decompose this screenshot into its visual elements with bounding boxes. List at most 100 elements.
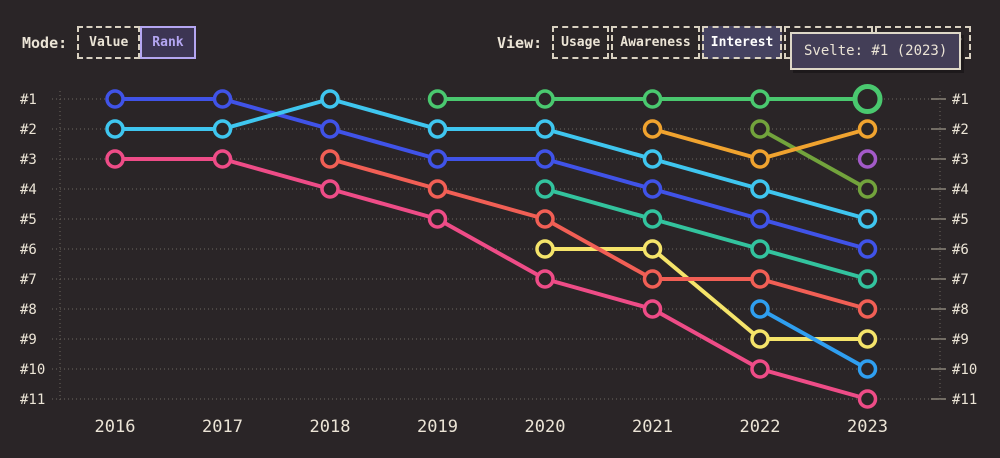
rank-label-right: #11 (952, 392, 977, 408)
rank-label-right: #5 (952, 212, 969, 228)
data-point-blue-2020[interactable] (535, 149, 555, 169)
data-point-cyan-2018[interactable] (320, 89, 340, 109)
series-line-cyan (113, 97, 870, 221)
hover-tooltip: Svelte: #1 (2023) (790, 32, 962, 70)
rank-label-right: #2 (952, 122, 969, 138)
data-point-lightblue-2023[interactable] (857, 359, 878, 379)
data-point-yellow-2021[interactable] (642, 239, 663, 259)
data-point-blue-2019[interactable] (427, 149, 448, 169)
data-point-cyan-2022[interactable] (750, 179, 770, 199)
data-point-purple-2023[interactable] (857, 149, 878, 169)
year-label: 2022 (740, 417, 781, 437)
mode-option-value[interactable]: Value (77, 26, 141, 59)
rank-label-right: #7 (952, 272, 969, 288)
data-point-lightblue-2022[interactable] (750, 299, 770, 319)
data-point-svelte-2019[interactable] (427, 89, 448, 109)
year-label: 2020 (525, 417, 566, 437)
view-option-interest[interactable]: Interest (701, 26, 783, 59)
data-point-salmon-2019[interactable] (427, 179, 448, 199)
data-point-blue-2022[interactable] (750, 209, 770, 229)
year-label: 2023 (847, 417, 888, 437)
data-point-svelte-2021[interactable] (642, 89, 663, 109)
data-point-pink-2021[interactable] (642, 299, 663, 319)
data-point-pink-2020[interactable] (535, 269, 555, 289)
rank-label-left: #5 (20, 212, 37, 228)
mode-buttons: Value Rank (77, 26, 196, 59)
data-point-salmon-2020[interactable] (535, 209, 555, 229)
rank-label-left: #9 (20, 332, 37, 348)
data-point-yellow-2022[interactable] (750, 329, 770, 349)
data-point-teal-2023[interactable] (857, 269, 878, 289)
data-point-salmon-2021[interactable] (642, 269, 663, 289)
data-point-teal-2020[interactable] (535, 179, 555, 199)
data-point-cyan-2016[interactable] (105, 119, 125, 139)
rank-label-left: #4 (20, 182, 37, 198)
rank-label-right: #3 (952, 152, 969, 168)
mode-label: Mode: (22, 33, 68, 52)
data-point-pink-2023[interactable] (857, 389, 878, 409)
data-point-cyan-2023[interactable] (857, 209, 878, 229)
data-point-blue-2016[interactable] (105, 89, 125, 109)
view-label: View: (497, 33, 543, 52)
rank-label-left: #7 (20, 272, 37, 288)
data-point-salmon-2022[interactable] (750, 269, 770, 289)
data-point-olive-2022[interactable] (750, 119, 770, 139)
series-line-salmon (328, 157, 870, 311)
mode-toggle-group: Mode: Value Rank (22, 26, 196, 59)
year-label: 2018 (310, 417, 351, 437)
data-point-teal-2022[interactable] (750, 239, 770, 259)
data-point-blue-2021[interactable] (642, 179, 663, 199)
data-point-olive-2023[interactable] (857, 179, 878, 199)
rank-label-left: #3 (20, 152, 37, 168)
data-point-cyan-2017[interactable] (212, 119, 233, 139)
rank-label-left: #1 (20, 92, 37, 108)
year-label: 2021 (632, 417, 673, 437)
rank-label-left: #2 (20, 122, 37, 138)
data-point-svelte-2022[interactable] (750, 89, 770, 109)
year-label: 2016 (95, 417, 136, 437)
data-point-svelte-2023[interactable] (852, 84, 883, 114)
rank-label-right: #8 (952, 302, 969, 318)
data-point-pink-2018[interactable] (320, 179, 340, 199)
year-label: 2019 (417, 417, 458, 437)
view-option-awareness[interactable]: Awareness (611, 26, 700, 59)
data-point-orange-2022[interactable] (750, 149, 770, 169)
series-line-blue (113, 97, 870, 251)
rank-label-left: #10 (20, 362, 45, 378)
data-point-blue-2017[interactable] (212, 89, 233, 109)
data-point-yellow-2020[interactable] (535, 239, 555, 259)
data-point-pink-2022[interactable] (750, 359, 770, 379)
rank-label-right: #9 (952, 332, 969, 348)
data-point-cyan-2021[interactable] (642, 149, 663, 169)
rank-label-right: #6 (952, 242, 969, 258)
data-point-salmon-2018[interactable] (320, 149, 340, 169)
rank-label-left: #8 (20, 302, 37, 318)
rank-label-right: #4 (952, 182, 969, 198)
series-line-pink (113, 157, 870, 401)
rank-label-right: #10 (952, 362, 977, 378)
data-point-pink-2019[interactable] (427, 209, 448, 229)
data-point-salmon-2023[interactable] (857, 299, 878, 319)
data-point-orange-2021[interactable] (642, 119, 663, 139)
series-line-olive (758, 127, 870, 191)
series-line-teal (543, 187, 870, 281)
data-point-cyan-2019[interactable] (427, 119, 448, 139)
data-point-orange-2023[interactable] (857, 119, 878, 139)
data-point-pink-2017[interactable] (212, 149, 233, 169)
data-point-blue-2018[interactable] (320, 119, 340, 139)
rank-label-left: #6 (20, 242, 37, 258)
view-option-usage[interactable]: Usage (552, 26, 610, 59)
series-line-lightblue (758, 307, 870, 371)
mode-option-rank[interactable]: Rank (140, 26, 196, 59)
data-point-svelte-2020[interactable] (535, 89, 555, 109)
year-label: 2017 (202, 417, 243, 437)
data-point-cyan-2020[interactable] (535, 119, 555, 139)
data-point-yellow-2023[interactable] (857, 329, 878, 349)
data-point-blue-2023[interactable] (857, 239, 878, 259)
rank-label-left: #11 (20, 392, 45, 408)
data-point-pink-2016[interactable] (105, 149, 125, 169)
data-point-teal-2021[interactable] (642, 209, 663, 229)
rank-label-right: #1 (952, 92, 969, 108)
